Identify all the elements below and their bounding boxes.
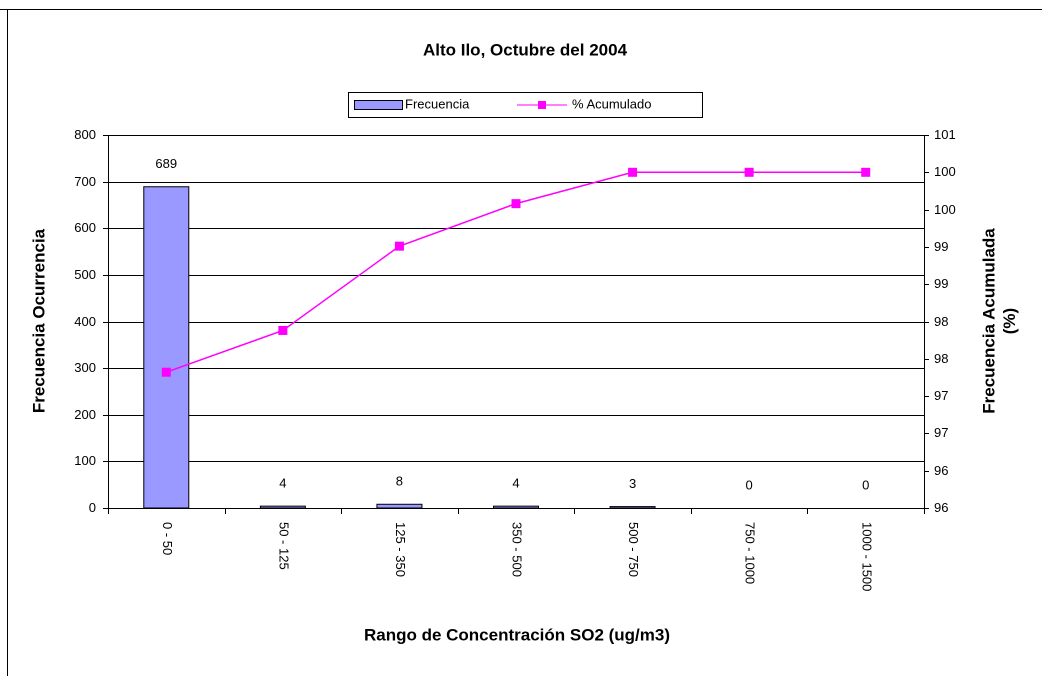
y-tick-label: 100 <box>74 453 96 468</box>
marker <box>161 367 171 377</box>
chart-title: Alto Ilo, Octubre del 2004 <box>423 40 628 59</box>
y-tick-label: 700 <box>74 174 96 189</box>
x-tick-label: 1000 - 1500 <box>859 522 874 591</box>
x-tick-label: 750 - 1000 <box>743 522 758 584</box>
bar <box>143 186 190 509</box>
y2-tick-label: 98 <box>934 314 948 329</box>
bar <box>259 505 306 509</box>
data-label: 4 <box>279 476 286 491</box>
y2-tick-label: 100 <box>934 164 956 179</box>
marker <box>278 325 288 335</box>
x-axis-title: Rango de Concentración SO2 (ug/m3) <box>364 625 670 644</box>
marker <box>628 167 638 177</box>
y2-tick-label: 96 <box>934 500 948 515</box>
y2-axis-title: Frecuencia Acumulada(%) <box>980 228 1019 414</box>
data-label: 3 <box>629 476 636 491</box>
bar <box>609 506 656 509</box>
y2-tick-label: 97 <box>934 425 948 440</box>
y2-tick-label: 99 <box>934 276 948 291</box>
marker <box>394 241 404 251</box>
data-label: 0 <box>862 477 869 492</box>
y-tick-label: 300 <box>74 360 96 375</box>
y2-tick-label: 96 <box>934 463 948 478</box>
data-label: 689 <box>155 156 177 171</box>
y2-axis-title-line: (%) <box>1001 308 1020 334</box>
y2-tick-label: 98 <box>934 351 948 366</box>
y-tick-label: 200 <box>74 407 96 422</box>
marker <box>511 199 521 209</box>
x-tick-label: 350 - 500 <box>510 522 525 577</box>
y-tick-label: 600 <box>74 220 96 235</box>
marker <box>744 167 754 177</box>
legend-marker <box>538 101 546 109</box>
y-tick-label: 400 <box>74 314 96 329</box>
x-tick-label: 500 - 750 <box>626 522 641 577</box>
marker <box>861 167 871 177</box>
y2-tick-label: 100 <box>934 202 956 217</box>
legend: Frecuencia % Acumulado <box>348 92 703 118</box>
bar <box>493 505 539 509</box>
y-tick-label: 800 <box>74 127 96 142</box>
y2-axis-title-line: Frecuencia Acumulada <box>980 228 999 414</box>
legend-swatch <box>354 100 403 110</box>
y-tick-label: 0 <box>89 500 96 515</box>
x-tick-label: 50 - 125 <box>276 522 291 570</box>
data-label: 8 <box>396 474 403 489</box>
bar <box>376 503 423 509</box>
legend-label: % Acumulado <box>572 96 652 111</box>
y-tick-label: 500 <box>74 267 96 282</box>
y2-tick-label: 97 <box>934 388 948 403</box>
data-label: 0 <box>746 477 753 492</box>
data-label: 4 <box>512 476 519 491</box>
x-tick-label: 0 - 50 <box>160 522 175 555</box>
legend-label: Frecuencia <box>405 96 470 111</box>
y2-tick-label: 101 <box>934 127 956 142</box>
y-axis-title: Frecuencia Ocurrencia <box>29 228 48 413</box>
y2-tick-label: 99 <box>934 239 948 254</box>
x-tick-label: 125 - 350 <box>393 522 408 577</box>
